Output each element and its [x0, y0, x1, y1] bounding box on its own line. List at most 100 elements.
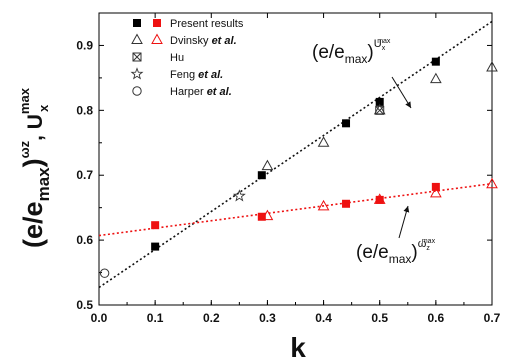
y-axis-label-sup2: max — [17, 87, 32, 114]
annotation-sup-sub: x — [382, 45, 386, 52]
data-point — [375, 97, 384, 106]
y-tick-label: 0.8 — [76, 103, 93, 117]
legend-label-italic: et al. — [207, 86, 232, 98]
marker-cross — [132, 52, 142, 62]
legend-label: Hu — [170, 52, 184, 64]
x-tick-label: 0.6 — [428, 311, 445, 325]
axis-ticks: 0.0 0.1 0.2 0.3 0.4 0.5 0.6 0.7 0.5 0.6 0.7 0.8 0.9 — [76, 13, 501, 325]
legend-marker — [132, 52, 142, 62]
legend-entry: Present results — [133, 18, 244, 30]
legend-label: Present results — [170, 18, 244, 30]
annotation-sup-sup: max — [422, 238, 436, 245]
fit-line-1 — [98, 182, 493, 237]
marker-shape — [99, 268, 110, 278]
y-tick-label: 0.9 — [76, 38, 93, 52]
data-point — [430, 186, 442, 198]
data-point — [486, 177, 498, 189]
data-point — [342, 119, 351, 128]
legend: Present results Dvinsky et al. Hu Feng et a… — [130, 18, 244, 98]
data-point — [430, 72, 442, 84]
data-point — [486, 60, 498, 72]
marker-shape — [375, 105, 385, 115]
annotation-close: ) — [367, 42, 373, 63]
legend-label: Dvinsky et al. — [170, 35, 237, 47]
marker-shape — [153, 19, 161, 27]
legend-marker-red — [151, 33, 163, 44]
fit-lines — [98, 20, 493, 289]
marker-shape — [132, 52, 142, 62]
y-tick-label: 0.7 — [76, 168, 93, 182]
legend-marker — [130, 67, 144, 80]
y-axis-label-sub: max — [34, 167, 53, 202]
marker-shape — [151, 33, 163, 44]
marker-shape — [317, 199, 330, 211]
data-point — [261, 209, 274, 221]
annotation-sub: max — [345, 52, 368, 66]
legend-entry: Hu — [132, 52, 184, 64]
marker-shape — [342, 119, 351, 128]
legend-marker-red — [153, 19, 161, 27]
legend-label-text: Dvinsky — [170, 35, 212, 47]
marker-cross — [375, 105, 385, 115]
annotation-base: (e/e — [356, 242, 389, 263]
legend-label: Feng et al. — [170, 69, 223, 81]
data-point — [431, 57, 440, 66]
marker-shape — [486, 60, 498, 72]
data-point — [317, 199, 330, 211]
legend-label-text: Present results — [170, 18, 244, 30]
marker-shape — [373, 193, 386, 204]
marker-shape — [151, 242, 160, 251]
legend-label-text: Hu — [170, 52, 184, 64]
annotation-ux: (e/emax)Uxmax — [312, 38, 391, 66]
marker-shape — [257, 171, 266, 180]
x-tick-label: 0.3 — [259, 311, 276, 325]
plot-frame — [98, 12, 493, 306]
data-point — [232, 189, 246, 202]
legend-marker — [133, 19, 141, 27]
y-tick-label: 0.5 — [76, 298, 93, 312]
y-axis-label-close: ) — [18, 158, 48, 167]
data-point — [375, 195, 384, 204]
annotation-base: (e/e — [312, 42, 345, 63]
annotation-sub: max — [389, 252, 412, 266]
x-tick-label: 0.7 — [484, 311, 501, 325]
data-point — [151, 242, 160, 251]
marker-shape — [132, 86, 142, 96]
legend-label-italic: et al. — [212, 35, 237, 47]
marker-shape — [133, 19, 141, 27]
annotation-arrow — [391, 76, 412, 109]
data-point — [317, 136, 330, 147]
x-tick-label: 0.2 — [203, 311, 220, 325]
legend-label-italic: et al. — [198, 69, 223, 81]
marker-shape — [317, 136, 330, 147]
legend-entry: Harper et al. — [132, 86, 232, 98]
legend-label-text: Harper — [170, 86, 207, 98]
legend-label-text: Feng — [170, 69, 198, 81]
annotation-wz: (e/emax)ωzmax — [356, 238, 436, 266]
marker-shape — [232, 189, 246, 202]
x-tick-label: 0.0 — [91, 311, 108, 325]
annotation-sup: ω — [418, 238, 427, 250]
annotation-sup-sup: max — [377, 38, 391, 45]
y-tick-label: 0.6 — [76, 233, 93, 247]
annotation-sup-sub: z — [426, 245, 430, 252]
data-point — [257, 171, 266, 180]
legend-entry: Dvinsky et al. — [131, 33, 237, 47]
marker-shape — [375, 97, 384, 106]
marker-shape — [257, 212, 266, 221]
marker-shape — [131, 33, 143, 44]
data-point — [99, 268, 110, 278]
marker-shape — [261, 209, 274, 221]
marker-shape — [430, 186, 442, 198]
marker-shape — [486, 177, 498, 189]
data-point — [257, 212, 266, 221]
y-axis-label-sep: , U — [24, 114, 47, 141]
x-tick-label: 0.5 — [371, 311, 388, 325]
y-axis-label-sub2: x — [36, 104, 51, 112]
data-point — [342, 199, 351, 208]
data-point — [151, 221, 160, 230]
marker-shape — [430, 72, 442, 84]
y-axis-label-sup: ωz — [17, 140, 32, 158]
legend-marker — [131, 33, 143, 44]
x-tick-label: 0.1 — [147, 311, 164, 325]
